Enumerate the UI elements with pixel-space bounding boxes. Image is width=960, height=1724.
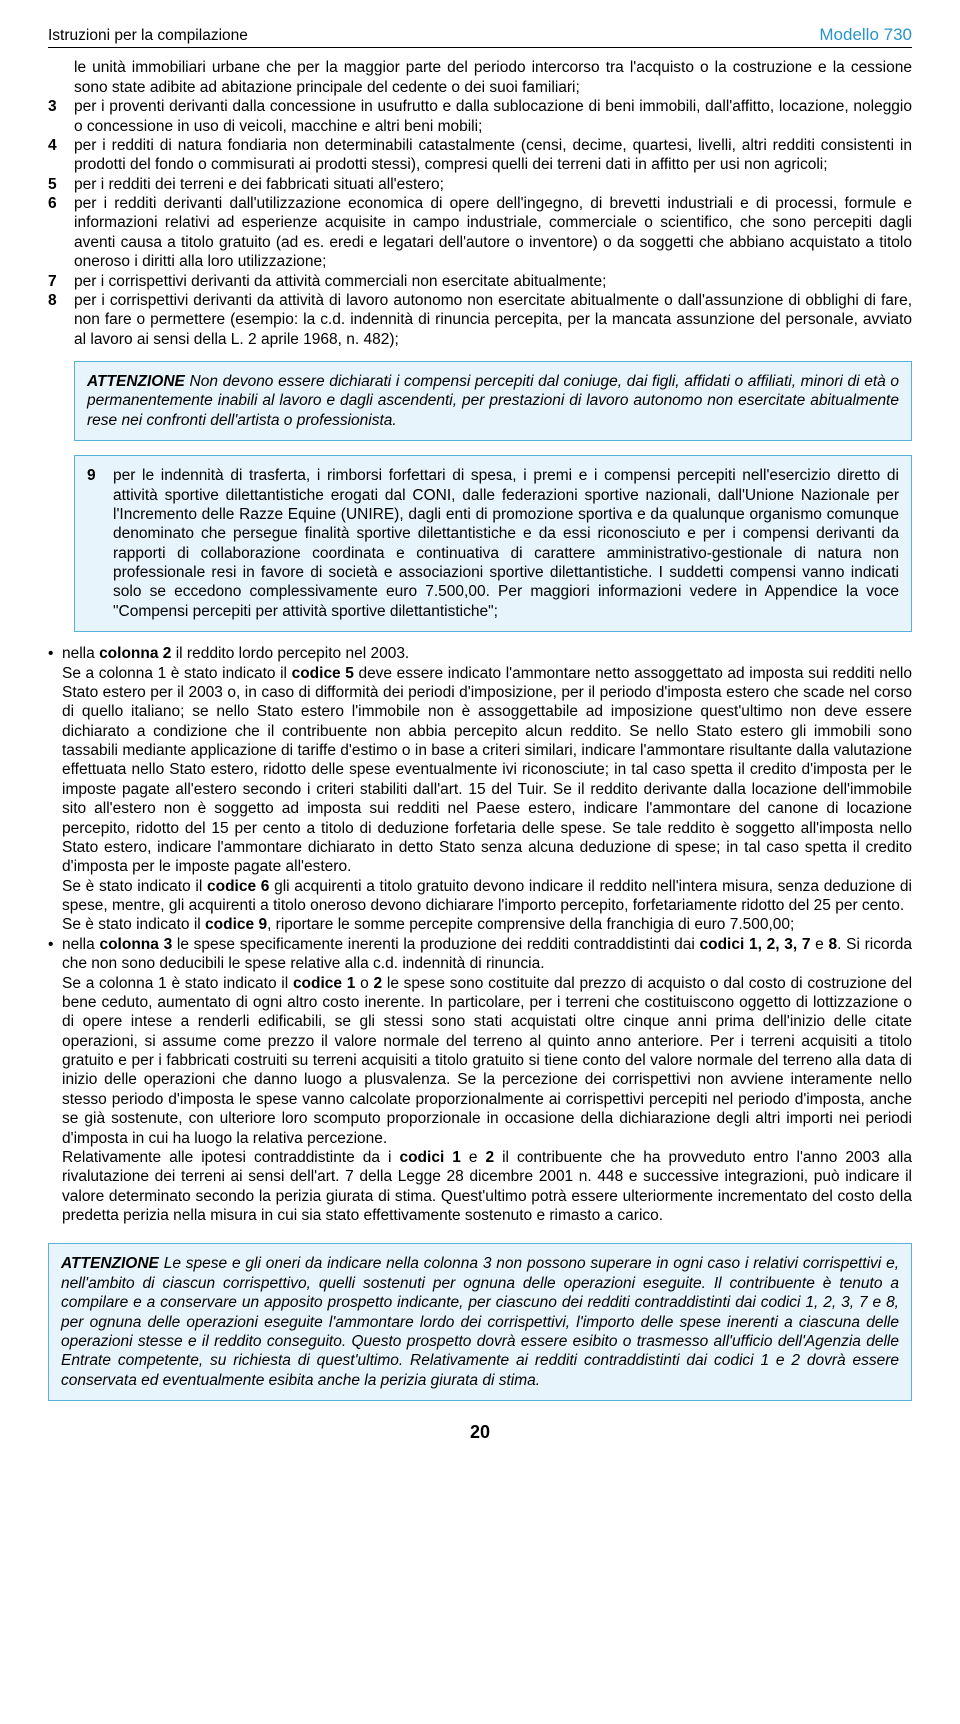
codice-5: codice 5 [292,665,354,682]
codice-6: codice 6 [207,878,269,895]
para-codice12-b: le spese sono costituite dal prezzo di a… [62,975,912,1147]
bullet-colonna-2: • nella colonna 2 il reddito lordo perce… [48,644,912,935]
item-text: per i corrispettivi derivanti da attivit… [74,291,912,349]
header-right: Modello 730 [819,24,912,45]
codice-8: 8 [829,936,838,953]
para-codice5-b: deve essere indicato l'ammontare netto a… [62,665,912,876]
codici-1: codici 1 [399,1149,460,1166]
item-number: 5 [48,175,74,194]
codici-1237: codici 1, 2, 3, 7 [700,936,811,953]
callout-text: Non devono essere dichiarati i compensi … [87,373,899,429]
item-number: 3 [48,97,74,136]
bullet2-a: nella [62,936,99,953]
para-codice9-b: , riportare le somme percepite comprensi… [267,916,794,933]
intro-continuation: le unità immobiliari urbane che per la m… [48,58,912,97]
codice-9: codice 9 [205,916,267,933]
attention-callout-2: ATTENZIONE Le spese e gli oneri da indic… [48,1243,912,1401]
list-item-4: 4 per i redditi di natura fondiaria non … [48,136,912,175]
codici-2: 2 [485,1149,494,1166]
item-9-callout: 9 per le indennità di trasferta, i rimbo… [74,455,912,632]
or-label: o [355,975,373,992]
attention-callout-1: ATTENZIONE Non devono essere dichiarati … [74,361,912,441]
list-item-7: 7 per i corrispettivi derivanti da attiv… [48,272,912,291]
item-text: per i corrispettivi derivanti da attivit… [74,272,912,291]
attention-label: ATTENZIONE [61,1255,159,1272]
bullet-colonna-3: • nella colonna 3 le spese specificament… [48,935,912,1226]
item-number: 4 [48,136,74,175]
item-text: per i proventi derivanti dalla concessio… [74,97,912,136]
item-number: 6 [48,194,74,272]
attention-label: ATTENZIONE [87,373,185,390]
item-number: 9 [87,466,113,621]
page-header: Istruzioni per la compilazione Modello 7… [48,24,912,48]
list-item-3: 3 per i proventi derivanti dalla concess… [48,97,912,136]
para-rival-a: Relativamente alle ipotesi contraddistin… [62,1149,399,1166]
bullet-text: nella [62,645,99,662]
item-number: 7 [48,272,74,291]
document-body: le unità immobiliari urbane che per la m… [48,58,912,1401]
list-item-8: 8 per i corrispettivi derivanti da attiv… [48,291,912,349]
bullet-icon: • [48,644,62,935]
item-text: per i redditi derivanti dall'utilizzazio… [74,194,912,272]
bullet-text-rest: il reddito lordo percepito nel 2003. [171,645,409,662]
callout-text: Le spese e gli oneri da indicare nella c… [61,1255,899,1388]
page-number: 20 [48,1421,912,1444]
list-item-6: 6 per i redditi derivanti dall'utilizzaz… [48,194,912,272]
item-number: 8 [48,291,74,349]
bullet-icon: • [48,935,62,1226]
para-codice12-a: Se a colonna 1 è stato indicato il [62,975,293,992]
codice-2: 2 [374,975,383,992]
e-label: e [461,1149,486,1166]
bullet2-c: e [810,936,828,953]
codice-1: codice 1 [293,975,355,992]
header-left: Istruzioni per la compilazione [48,26,248,45]
para-codice6-a: Se è stato indicato il [62,878,207,895]
para-codice9-a: Se è stato indicato il [62,916,205,933]
colonna-3-label: colonna 3 [99,936,172,953]
colonna-2-label: colonna 2 [99,645,171,662]
para-codice5-a: Se a colonna 1 è stato indicato il [62,665,292,682]
item-text: per i redditi dei terreni e dei fabbrica… [74,175,912,194]
list-item-5: 5 per i redditi dei terreni e dei fabbri… [48,175,912,194]
bullet2-b: le spese specificamente inerenti la prod… [172,936,699,953]
item-text: per le indennità di trasferta, i rimbors… [113,466,899,621]
item-text: per i redditi di natura fondiaria non de… [74,136,912,175]
